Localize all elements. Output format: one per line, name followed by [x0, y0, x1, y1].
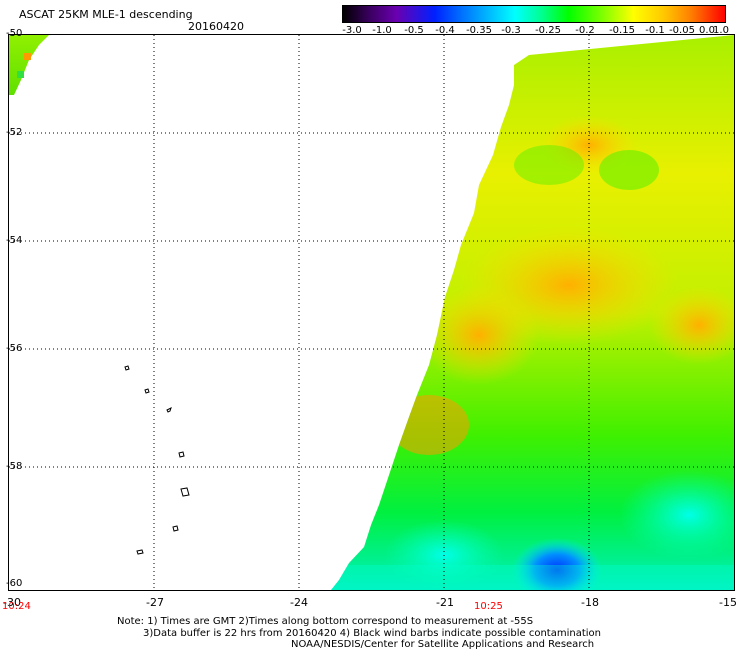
x-axis-label: -18: [581, 596, 599, 609]
x-axis-label: -30: [3, 596, 21, 609]
colorbar-label: 1.0: [713, 25, 729, 36]
colorbar-labels: -3.0 -1.0 -0.5 -0.4 -0.35 -0.3 -0.25 -0.…: [330, 25, 730, 37]
footnote-line-3: NOAA/NESDIS/Center for Satellite Applica…: [291, 639, 595, 650]
colorbar: [342, 5, 726, 23]
gridlines: [9, 35, 734, 590]
colorbar-label: 0.0: [699, 25, 715, 36]
colorbar-label: -0.5: [404, 25, 424, 36]
time-label-left: 10:24: [2, 601, 31, 612]
colorbar-label: -3.0: [342, 25, 362, 36]
swath-data: [331, 35, 734, 590]
y-axis-label: -60: [6, 578, 23, 589]
map-canvas: [9, 35, 734, 590]
colorbar-label: -1.0: [372, 25, 392, 36]
swath-fragment: [9, 35, 49, 95]
y-axis-label: -58: [6, 461, 23, 472]
colorbar-label: -0.05: [669, 25, 695, 36]
y-axis-label: -50: [6, 28, 23, 39]
colorbar-label: -0.25: [535, 25, 561, 36]
colorbar-label: -0.4: [435, 25, 455, 36]
x-axis-label: -27: [146, 596, 164, 609]
swath-fragment-cell: [24, 53, 31, 60]
product-title: ASCAT 25KM MLE-1 descending: [19, 8, 193, 21]
x-axis-label: -21: [436, 596, 454, 609]
footnote-line-1: Note: 1) Times are GMT 2)Times along bot…: [117, 616, 534, 627]
time-label-middle: 10:25: [474, 601, 503, 612]
y-axis-label: -56: [6, 343, 23, 354]
island-outlines: [124, 365, 190, 555]
x-axis-label: -15: [719, 596, 737, 609]
colorbar-label: -0.2: [575, 25, 595, 36]
colorbar-label: -0.1: [645, 25, 665, 36]
y-axis-label: -54: [6, 235, 23, 246]
colorbar-label: -0.35: [466, 25, 492, 36]
y-axis-label: -52: [6, 127, 23, 138]
x-axis-label: -24: [290, 596, 308, 609]
product-date: 20160420: [188, 20, 244, 33]
footnote-line-2: 3)Data buffer is 22 hrs from 20160420 4)…: [143, 628, 601, 639]
colorbar-label: -0.15: [609, 25, 635, 36]
map-panel: [8, 34, 735, 591]
swath-fragment-cell: [17, 71, 24, 78]
colorbar-label: -0.3: [501, 25, 521, 36]
